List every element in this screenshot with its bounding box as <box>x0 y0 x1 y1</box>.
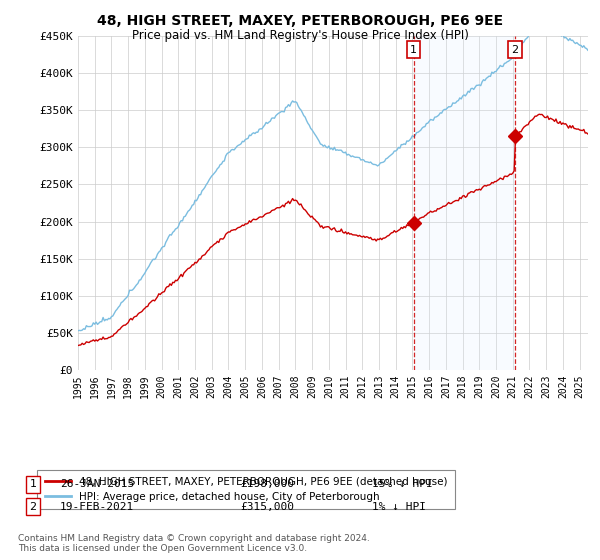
Text: 2: 2 <box>511 45 518 55</box>
Text: Price paid vs. HM Land Registry's House Price Index (HPI): Price paid vs. HM Land Registry's House … <box>131 29 469 42</box>
Text: £198,000: £198,000 <box>240 479 294 489</box>
Text: Contains HM Land Registry data © Crown copyright and database right 2024.
This d: Contains HM Land Registry data © Crown c… <box>18 534 370 553</box>
Text: 1% ↓ HPI: 1% ↓ HPI <box>372 502 426 512</box>
Text: 15% ↓ HPI: 15% ↓ HPI <box>372 479 433 489</box>
Text: £315,000: £315,000 <box>240 502 294 512</box>
Text: 19-FEB-2021: 19-FEB-2021 <box>60 502 134 512</box>
Text: 26-JAN-2015: 26-JAN-2015 <box>60 479 134 489</box>
Text: 48, HIGH STREET, MAXEY, PETERBOROUGH, PE6 9EE: 48, HIGH STREET, MAXEY, PETERBOROUGH, PE… <box>97 14 503 28</box>
Legend: 48, HIGH STREET, MAXEY, PETERBOROUGH, PE6 9EE (detached house), HPI: Average pri: 48, HIGH STREET, MAXEY, PETERBOROUGH, PE… <box>37 469 455 510</box>
Bar <box>413 36 515 370</box>
Text: 1: 1 <box>410 45 417 55</box>
Text: 1: 1 <box>29 479 37 489</box>
Text: 2: 2 <box>29 502 37 512</box>
